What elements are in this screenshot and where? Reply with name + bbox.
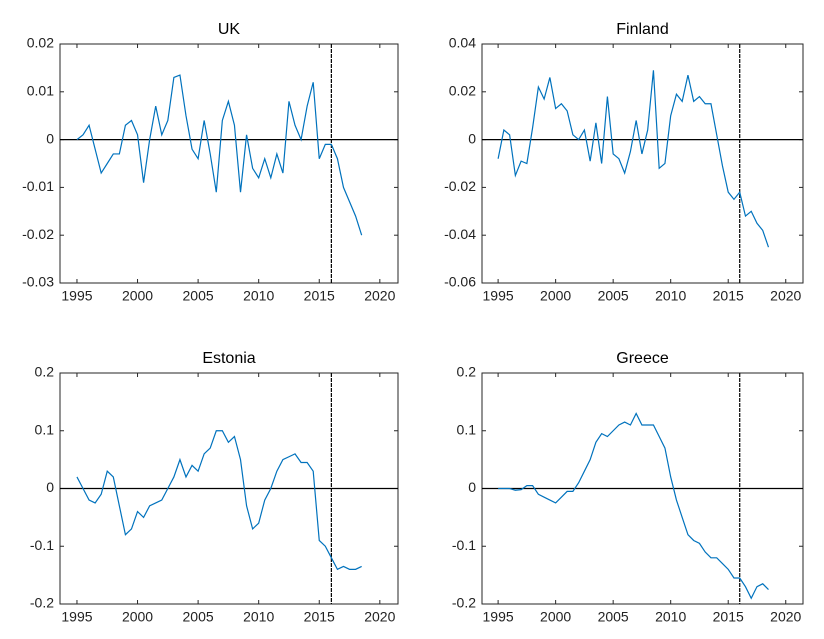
x-tick-label: 2020 xyxy=(364,609,395,625)
x-tick-label: 2020 xyxy=(770,288,801,304)
y-tick-label: -0.1 xyxy=(30,537,54,553)
subplot-title: Greece xyxy=(616,350,669,367)
subplot-title: Finland xyxy=(616,21,668,38)
y-tick-label: 0 xyxy=(468,479,476,495)
y-tick-label: 0.02 xyxy=(449,83,476,99)
y-tick-label: -0.04 xyxy=(444,226,476,242)
x-tick-label: 1995 xyxy=(61,288,92,304)
x-tick-label: 2020 xyxy=(364,288,395,304)
x-tick-label: 2000 xyxy=(122,288,153,304)
x-tick-label: 1995 xyxy=(483,609,514,625)
y-tick-label: 0.01 xyxy=(27,83,54,99)
x-tick-label: 2015 xyxy=(304,609,335,625)
y-tick-label: -0.2 xyxy=(30,595,54,611)
data-line xyxy=(76,74,363,236)
x-tick-label: 1995 xyxy=(61,609,92,625)
y-tick-label: 0 xyxy=(468,130,476,146)
y-tick-label: -0.02 xyxy=(22,226,54,242)
axes-box xyxy=(59,43,399,284)
x-tick-label: 2015 xyxy=(713,609,744,625)
x-tick-label: 2000 xyxy=(540,609,571,625)
y-tick-label: 0.2 xyxy=(457,364,477,380)
x-tick-label: 2015 xyxy=(304,288,335,304)
data-line xyxy=(498,412,769,600)
x-tick-label: 2010 xyxy=(655,288,686,304)
subplot-title: Estonia xyxy=(202,350,255,367)
y-tick-label: 0 xyxy=(46,479,54,495)
x-tick-label: 1995 xyxy=(483,288,514,304)
y-tick-label: -0.01 xyxy=(22,178,54,194)
axes-box xyxy=(481,43,804,284)
data-line xyxy=(497,70,770,248)
x-tick-label: 2010 xyxy=(243,288,274,304)
y-tick-label: 0.2 xyxy=(35,364,55,380)
x-tick-label: 2000 xyxy=(122,609,153,625)
x-tick-label: 2020 xyxy=(770,609,801,625)
y-tick-label: 0.1 xyxy=(457,421,477,437)
x-tick-label: 2005 xyxy=(598,609,629,625)
y-tick-label: 0.1 xyxy=(35,421,55,437)
x-tick-label: 2005 xyxy=(183,609,214,625)
y-tick-label: 0.02 xyxy=(27,35,54,51)
y-tick-label: -0.1 xyxy=(452,537,476,553)
x-tick-label: 2000 xyxy=(540,288,571,304)
data-line xyxy=(76,430,362,571)
y-tick-label: -0.06 xyxy=(444,274,476,290)
x-tick-label: 2005 xyxy=(598,288,629,304)
y-tick-label: 0 xyxy=(46,130,54,146)
x-tick-label: 2005 xyxy=(183,288,214,304)
subplot-title: UK xyxy=(218,21,241,38)
x-tick-label: 2010 xyxy=(243,609,274,625)
y-tick-label: -0.2 xyxy=(452,595,476,611)
y-tick-label: -0.03 xyxy=(22,274,54,290)
x-tick-label: 2015 xyxy=(713,288,744,304)
x-tick-label: 2010 xyxy=(655,609,686,625)
y-tick-label: 0.04 xyxy=(449,35,476,51)
y-tick-label: -0.02 xyxy=(444,178,476,194)
